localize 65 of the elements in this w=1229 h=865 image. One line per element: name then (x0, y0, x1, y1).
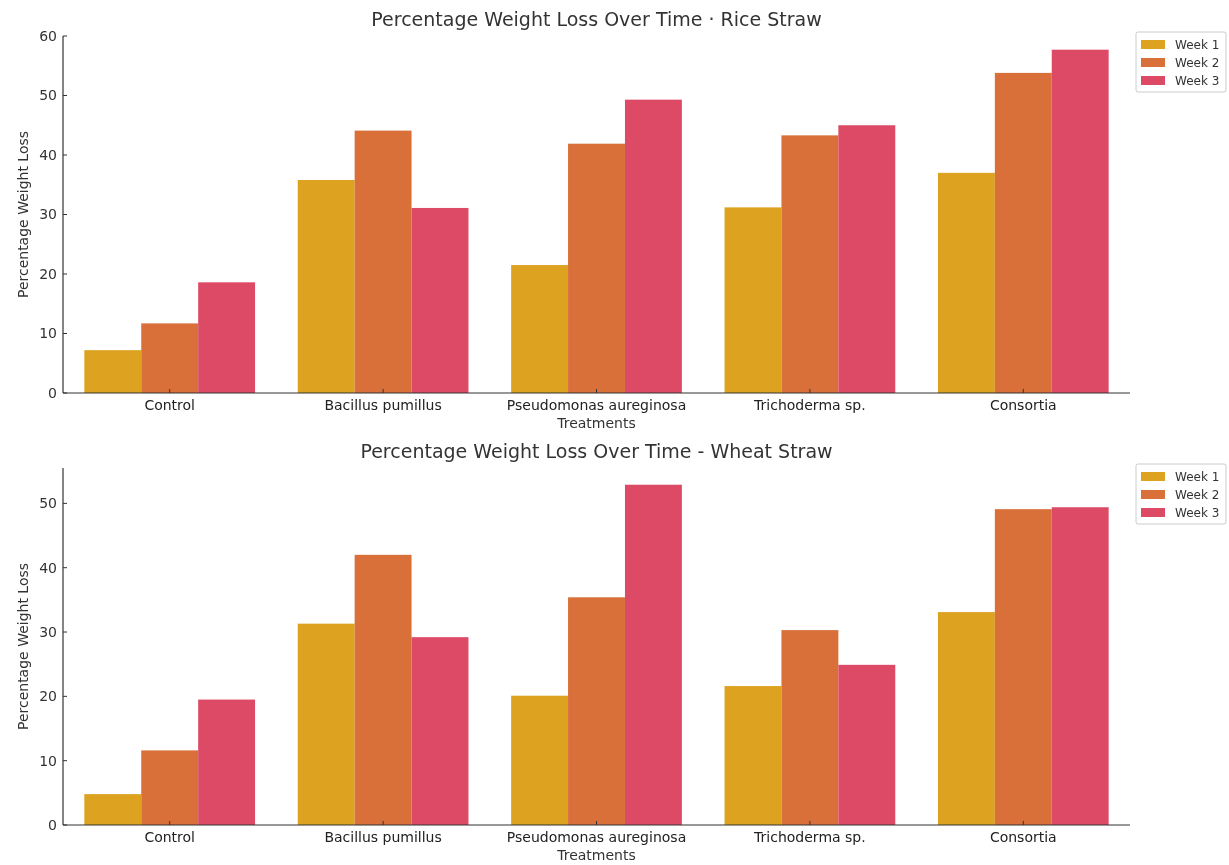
y-tick-label: 10 (39, 752, 57, 769)
bar (568, 597, 625, 825)
bar (781, 630, 839, 825)
bar (937, 172, 995, 393)
legend-label: Week 2 (1175, 488, 1220, 503)
x-axis-title: Treatments (556, 847, 636, 863)
y-tick-label: 10 (39, 325, 57, 342)
bar (198, 282, 256, 393)
bar (411, 637, 469, 825)
bar (141, 750, 199, 825)
bar (781, 135, 839, 393)
bar (1051, 49, 1109, 393)
bar (84, 350, 142, 393)
bar (994, 509, 1052, 825)
bar (511, 265, 569, 393)
x-tick-label: Consortia (989, 397, 1057, 413)
y-axis-title: Percentage Weight Loss (15, 130, 31, 299)
bar (994, 72, 1052, 393)
bar (624, 484, 682, 825)
x-tick-label: Bacillus pumillus (324, 829, 442, 845)
bar (297, 179, 355, 393)
chart-title: Percentage Weight Loss Over Time · Rice Straw (371, 8, 822, 30)
legend-label: Week 1 (1175, 38, 1220, 53)
legend-label: Week 3 (1175, 506, 1220, 521)
bar (568, 143, 625, 393)
bar (937, 612, 995, 825)
y-tick-label: 40 (39, 146, 57, 163)
y-tick-label: 20 (39, 265, 57, 282)
x-tick-label: Bacillus pumillus (324, 397, 442, 413)
bar (354, 554, 412, 825)
x-tick-label: Control (144, 829, 195, 845)
x-tick-label: Consortia (989, 829, 1057, 845)
y-tick-label: 20 (39, 688, 57, 705)
x-tick-label: Trichoderma sp. (753, 397, 866, 413)
y-tick-label: 30 (39, 206, 57, 223)
bar (724, 686, 782, 825)
y-tick-label: 60 (39, 27, 57, 44)
bar (354, 130, 412, 393)
bar (1051, 507, 1109, 825)
x-tick-label: Trichoderma sp. (753, 829, 866, 845)
bar (411, 207, 469, 393)
bar (297, 623, 355, 825)
chart-title: Percentage Weight Loss Over Time - Wheat Straw (360, 440, 833, 462)
bar (141, 323, 199, 393)
y-tick-label: 0 (48, 816, 57, 833)
bar (84, 794, 142, 825)
y-axis-title: Percentage Weight Loss (15, 562, 31, 731)
y-tick-label: 50 (39, 495, 57, 512)
x-axis-title: Treatments (556, 415, 636, 431)
x-tick-label: Control (144, 397, 195, 413)
x-tick-label: Pseudomonas aureginosa (506, 829, 687, 845)
bar (624, 99, 682, 393)
y-tick-label: 50 (39, 87, 57, 104)
x-tick-label: Pseudomonas aureginosa (506, 397, 687, 413)
y-tick-label: 0 (48, 384, 57, 401)
y-tick-label: 40 (39, 559, 57, 576)
bar (724, 207, 782, 393)
legend-label: Week 1 (1175, 470, 1220, 485)
bar (511, 695, 569, 825)
y-tick-label: 30 (39, 623, 57, 640)
legend-label: Week 3 (1175, 74, 1220, 89)
legend-label: Week 2 (1175, 56, 1220, 71)
bar (838, 664, 896, 825)
bar (198, 699, 256, 825)
bar (838, 125, 896, 393)
